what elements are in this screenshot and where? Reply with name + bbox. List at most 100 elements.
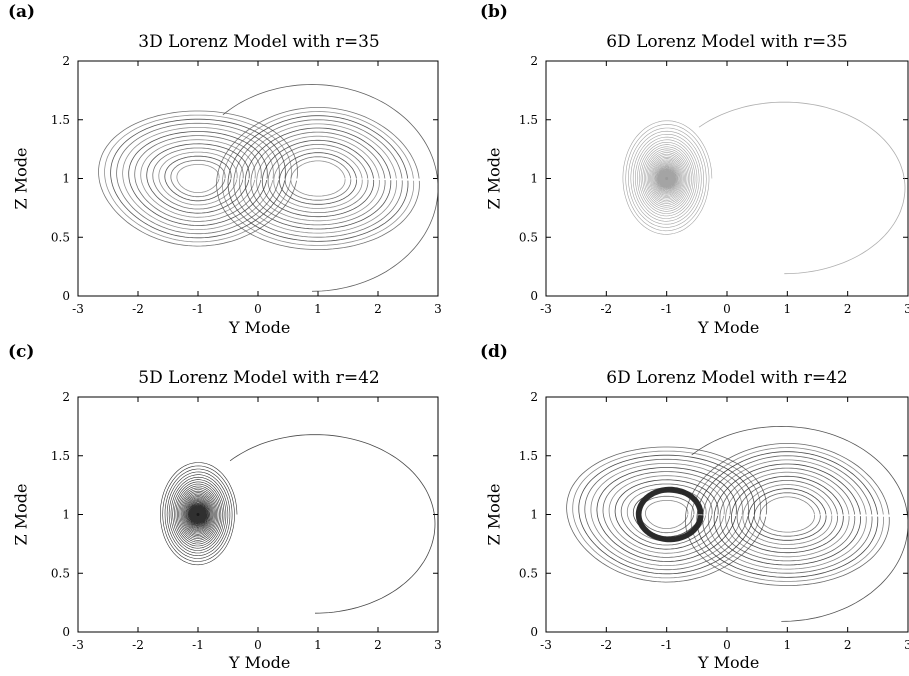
trajectory-loop-left [578, 454, 756, 575]
plot-frame [545, 60, 909, 297]
x-tick-label: 0 [723, 302, 731, 316]
plot-area: -3 -2 -1 0 1 2 3 0 0.5 1 1.5 2 [519, 54, 909, 316]
x-tick-label: 3 [904, 302, 909, 316]
y-tick-label: 2 [62, 390, 70, 404]
x-tick-label: 1 [784, 302, 792, 316]
trajectory-loop-left [608, 475, 725, 554]
panel-d: (d) 6D Lorenz Model with r=42 Z Mode Y M… [470, 338, 909, 676]
x-tick-label: 0 [723, 638, 731, 652]
y-tick-label: 0 [62, 625, 70, 639]
x-tick-label: 3 [434, 302, 442, 316]
trajectory-loop-left [134, 135, 262, 222]
y-tick-label: 0.5 [519, 230, 538, 244]
trajectory-loop-right [233, 119, 403, 238]
y-tick-label: 0.5 [519, 566, 538, 580]
trajectory-loop-left [110, 118, 286, 239]
trajectory-loop-right [290, 160, 346, 197]
trajectory-loop-left [614, 479, 719, 550]
plot-area: -3 -2 -1 0 1 2 3 0 0.5 1 1.5 2 [51, 54, 442, 316]
trajectory-loop-left [128, 131, 268, 226]
trajectory-loop-left [116, 122, 280, 235]
trajectory-loop-right [719, 467, 856, 562]
trajectory-transient [229, 434, 436, 614]
x-axis-label: Y Mode [229, 318, 291, 337]
x-tick-label: -3 [540, 302, 552, 316]
x-tick-label: -1 [661, 638, 673, 652]
y-tick-label: 1 [62, 508, 70, 522]
panel-b: (b) 6D Lorenz Model with r=35 Z Mode Y M… [470, 0, 909, 338]
trajectory-loop-right [702, 455, 873, 574]
x-tick-label: -2 [132, 302, 144, 316]
x-tick-label: 2 [844, 302, 852, 316]
trajectory-loop-left [122, 127, 274, 230]
trajectory-loop-left [596, 467, 737, 562]
trajectory-loop-left [620, 483, 713, 546]
trajectory-loop-right [256, 135, 380, 222]
y-tick-label: 1 [530, 508, 538, 522]
chart-title: 6D Lorenz Model with r=35 [606, 32, 848, 52]
y-tick-label: 1.5 [519, 113, 538, 127]
x-axis-label: Y Mode [229, 653, 291, 672]
trajectory-loop-right [273, 148, 363, 209]
plot-area: -3 -2 -1 0 1 2 3 0 0.5 1 1.5 2 [519, 390, 909, 652]
trajectory-loop-right [759, 496, 816, 533]
plot-frame [545, 396, 909, 633]
x-tick-label: 0 [254, 638, 262, 652]
y-tick-label: 0 [530, 625, 538, 639]
panel-c: (c) 5D Lorenz Model with r=42 Z Mode Y M… [0, 338, 454, 676]
x-tick-label: -3 [72, 638, 84, 652]
x-tick-label: -1 [661, 302, 673, 316]
x-tick-label: 2 [374, 302, 382, 316]
trajectory-loop-left [590, 463, 743, 566]
x-tick-label: -1 [192, 302, 204, 316]
trajectory-limit-cycle [640, 491, 700, 538]
trajectory-loop-left [566, 446, 768, 583]
trajectory-loop-right [261, 139, 375, 218]
y-tick-label: 2 [530, 390, 538, 404]
x-axis-label: Y Mode [698, 318, 760, 337]
trajectory-loop-left [176, 164, 220, 193]
trajectory-loop-right [742, 484, 833, 545]
x-tick-label: 2 [844, 638, 852, 652]
trajectory-loop-right [221, 111, 415, 246]
trajectory-loop-left [170, 159, 226, 198]
x-tick-label: 3 [434, 638, 442, 652]
trajectory-group [622, 101, 906, 275]
x-tick-label: 0 [254, 302, 262, 316]
x-axis-label: Y Mode [698, 653, 760, 672]
trajectory-loop-right [685, 443, 890, 587]
trajectory-loop-left [158, 151, 238, 206]
trajectory-loop-right [244, 127, 392, 230]
trajectory-loop-right [696, 451, 879, 578]
trajectory-loop-left [164, 155, 232, 202]
y-tick-label: 0 [530, 289, 538, 303]
trajectory-loop-left [644, 500, 689, 529]
x-tick-label: -2 [600, 302, 612, 316]
trajectory-loop-right [731, 475, 844, 554]
trajectory-loop-left [140, 139, 256, 218]
panel-letter: (b) [480, 2, 508, 22]
panel-letter: (d) [480, 342, 508, 362]
trajectory-loop-right [284, 156, 352, 201]
y-tick-label: 1.5 [51, 449, 70, 463]
trajectory-loop-right [725, 471, 850, 558]
trajectory-loop-right [754, 492, 821, 537]
chart-title: 6D Lorenz Model with r=42 [606, 368, 848, 388]
y-tick-label: 0 [62, 289, 70, 303]
trajectory-loop-right [713, 463, 862, 566]
x-tick-label: 1 [314, 302, 322, 316]
y-tick-label: 2 [62, 54, 70, 68]
panel-letter: (a) [8, 2, 36, 22]
x-tick-label: 1 [784, 638, 792, 652]
fixed-point-marker [665, 177, 669, 180]
x-tick-label: -2 [132, 638, 144, 652]
panel-a: (a) 3D Lorenz Model with r=35 Z Mode Y M… [0, 0, 454, 338]
x-tick-label: -3 [540, 638, 552, 652]
trajectory-loop-left [152, 147, 244, 210]
y-tick-label: 1.5 [51, 113, 70, 127]
trajectory-loop-right [267, 144, 369, 213]
x-tick-label: -1 [192, 638, 204, 652]
trajectory-loop-right [690, 447, 885, 582]
plot-frame [77, 60, 439, 297]
x-tick-label: 1 [314, 638, 322, 652]
